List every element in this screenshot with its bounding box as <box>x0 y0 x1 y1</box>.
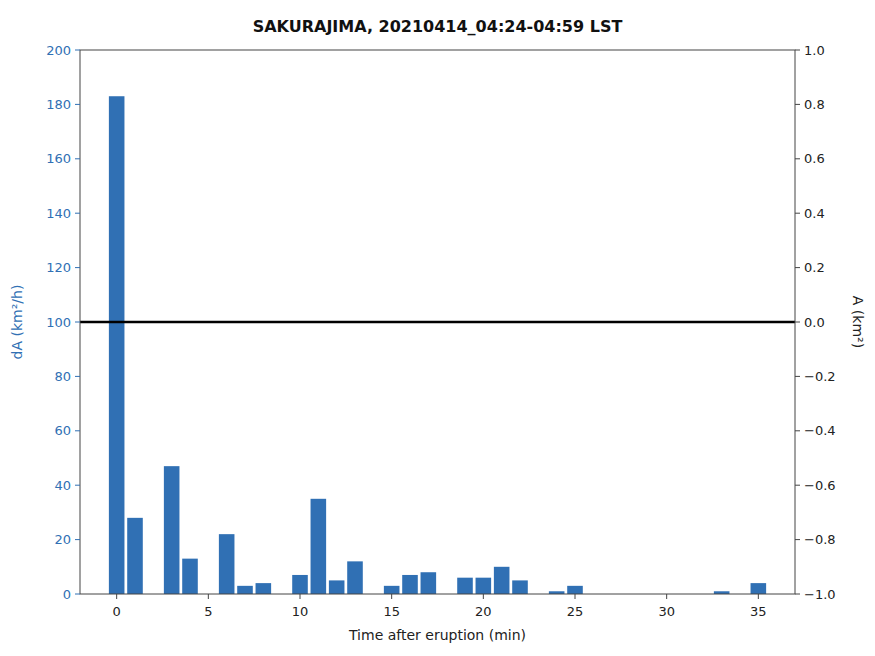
x-tick-label: 0 <box>113 604 121 619</box>
y-tick <box>75 485 80 486</box>
y2-tick-label: −0.8 <box>804 532 836 547</box>
y-tick-label: 0 <box>63 587 71 602</box>
y2-tick-label: −0.6 <box>804 478 836 493</box>
y2-tick <box>795 322 800 323</box>
y2-tick-label: 0.4 <box>804 206 825 221</box>
y2-tick-label: −0.2 <box>804 369 836 384</box>
y2-axis-label: A (km²) <box>850 296 866 348</box>
y-tick <box>75 376 80 377</box>
y2-tick-label: 0.2 <box>804 260 825 275</box>
bar <box>219 534 235 594</box>
x-tick <box>208 594 209 599</box>
x-axis: 0 5 10 15 20 25 30 35 <box>113 594 767 619</box>
bar <box>512 580 528 594</box>
y-tick <box>75 50 80 51</box>
y-tick <box>75 430 80 431</box>
bar <box>476 578 492 594</box>
y-tick <box>75 104 80 105</box>
y-tick-label: 140 <box>46 206 71 221</box>
y-tick-label: 20 <box>54 532 71 547</box>
y2-tick <box>795 376 800 377</box>
y-tick-label: 180 <box>46 97 71 112</box>
plot-frame <box>80 50 795 594</box>
y-tick-label: 100 <box>46 315 71 330</box>
bar <box>384 586 400 594</box>
y-tick-label: 40 <box>54 478 71 493</box>
y2-tick <box>795 104 800 105</box>
x-tick <box>116 594 117 599</box>
y-tick <box>75 158 80 159</box>
x-tick-label: 25 <box>567 604 584 619</box>
y2-tick <box>795 594 800 595</box>
y2-tick-label: 0.6 <box>804 151 825 166</box>
y2-tick <box>795 267 800 268</box>
y2-tick <box>795 430 800 431</box>
y-tick <box>75 322 80 323</box>
bar <box>237 586 253 594</box>
title: SAKURAJIMA, 20210414_04:24-04:59 LST <box>253 17 623 36</box>
x-tick <box>483 594 484 599</box>
bar <box>164 466 180 594</box>
x-tick <box>300 594 301 599</box>
bar <box>494 567 510 594</box>
y-tick <box>75 594 80 595</box>
x-tick-label: 15 <box>383 604 400 619</box>
x-tick <box>575 594 576 599</box>
bar <box>421 572 437 594</box>
bar <box>457 578 473 594</box>
x-tick-label: 10 <box>292 604 309 619</box>
y2-tick-label: 0.0 <box>804 315 825 330</box>
y-tick <box>75 539 80 540</box>
y-tick-label: 120 <box>46 260 71 275</box>
x-tick-label: 30 <box>658 604 675 619</box>
x-tick-label: 5 <box>204 604 212 619</box>
bars <box>80 96 795 594</box>
bar <box>256 583 272 594</box>
y2-tick-label: −1.0 <box>804 587 836 602</box>
y2-tick <box>795 213 800 214</box>
y2-tick-label: 0.8 <box>804 97 825 112</box>
y-tick <box>75 213 80 214</box>
y2-tick <box>795 539 800 540</box>
bar <box>311 499 327 594</box>
y-axis: 0 20 40 60 80 100 120 140 160 180 200 <box>46 43 80 602</box>
y-axis-label: dA (km²/h) <box>9 285 25 360</box>
y2-tick <box>795 50 800 51</box>
y2-tick <box>795 485 800 486</box>
chart: 0 5 10 15 20 25 30 35 Time after eruption (min) 0… <box>0 0 875 656</box>
bar <box>292 575 308 594</box>
y-tick-label: 200 <box>46 43 71 58</box>
y-tick <box>75 267 80 268</box>
y-tick-label: 60 <box>54 423 71 438</box>
x-tick <box>391 594 392 599</box>
bar <box>109 96 125 594</box>
y2-tick-label: −0.4 <box>804 423 836 438</box>
y2-tick-label: 1.0 <box>804 43 825 58</box>
y-tick-label: 160 <box>46 151 71 166</box>
bar <box>127 518 143 594</box>
y2-tick <box>795 158 800 159</box>
bar <box>182 559 198 594</box>
y2-axis: −1.0 −0.8 −0.6 −0.4 −0.2 0.0 0.2 0.4 0.6 0.8 1.0 <box>795 43 836 602</box>
bar <box>402 575 418 594</box>
x-tick-label: 20 <box>475 604 492 619</box>
bar <box>329 580 345 594</box>
x-tick-label: 35 <box>750 604 767 619</box>
bar <box>567 586 583 594</box>
x-axis-label: Time after eruption (min) <box>348 627 526 643</box>
x-tick <box>758 594 759 599</box>
bar <box>751 583 767 594</box>
reference-line <box>80 321 795 324</box>
y-tick-label: 80 <box>54 369 71 384</box>
bar <box>347 561 363 594</box>
x-tick <box>666 594 667 599</box>
